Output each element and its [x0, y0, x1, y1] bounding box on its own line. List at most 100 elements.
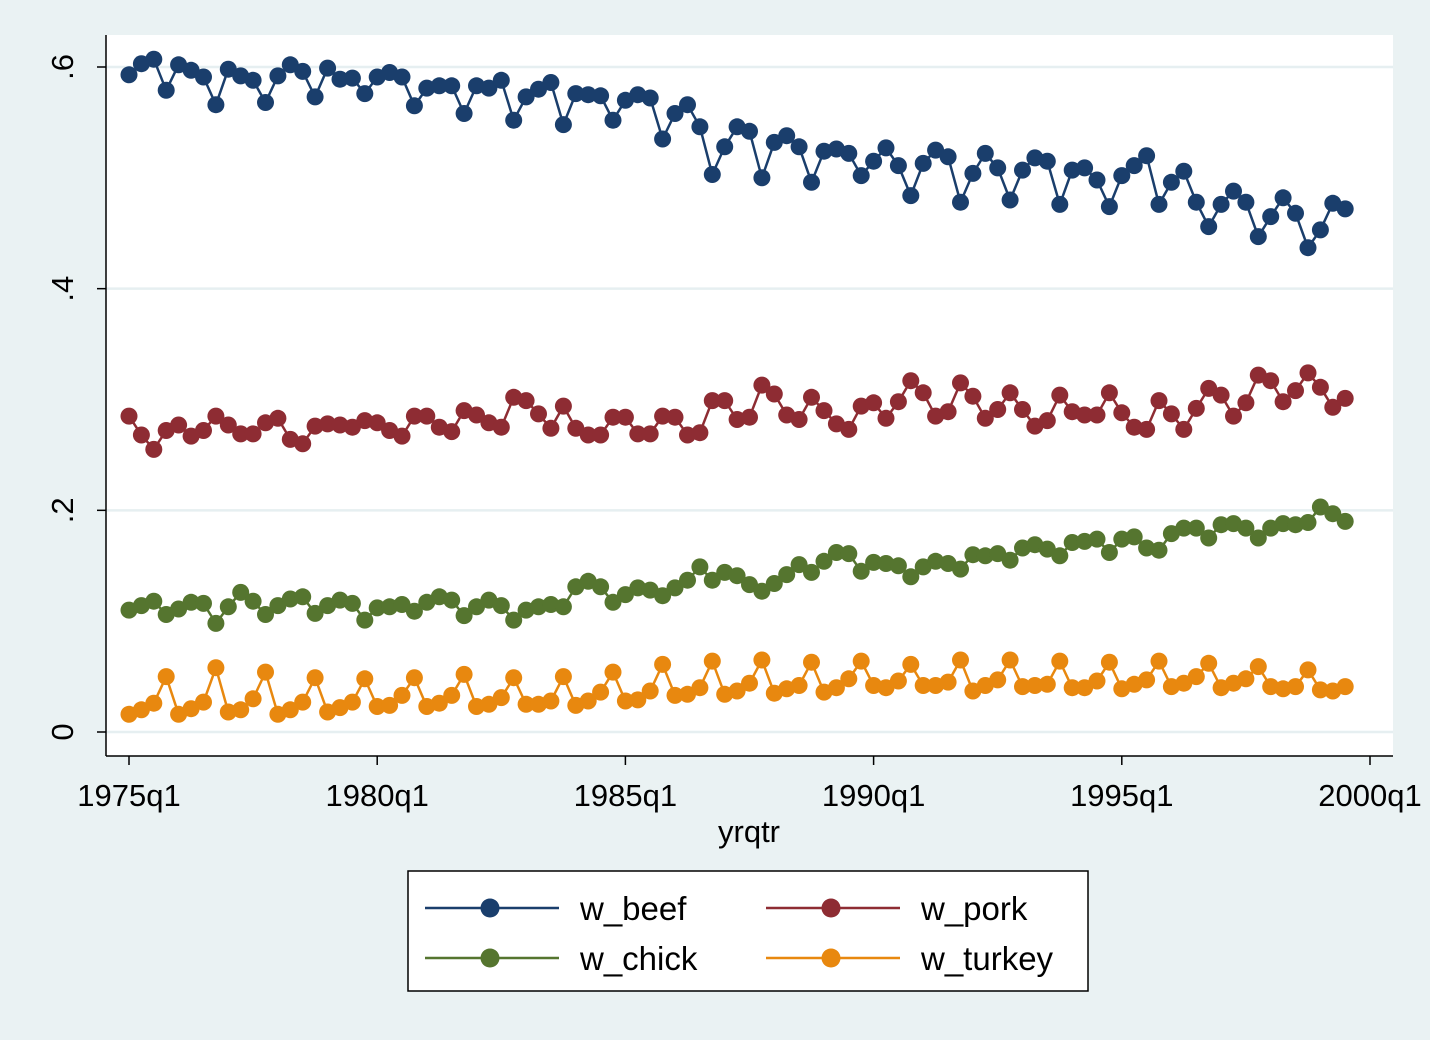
x-tick-label: 1980q1: [325, 778, 428, 813]
data-point: [641, 682, 659, 700]
data-point: [554, 397, 572, 415]
data-point: [604, 408, 622, 426]
data-point: [1187, 193, 1205, 211]
data-point: [1088, 672, 1106, 690]
data-point: [691, 118, 709, 136]
data-point: [1150, 652, 1168, 670]
data-point: [604, 663, 622, 681]
data-point: [455, 607, 473, 625]
data-point: [914, 154, 932, 172]
data-point: [1237, 519, 1255, 537]
data-point: [145, 694, 163, 712]
data-point: [505, 611, 523, 629]
data-point: [889, 157, 907, 175]
data-point: [840, 545, 858, 563]
data-point: [1088, 406, 1106, 424]
data-point: [1299, 514, 1317, 531]
data-point: [1138, 147, 1156, 165]
data-point: [641, 425, 659, 443]
y-tick-label: .2: [45, 497, 80, 523]
data-point: [852, 562, 870, 580]
data-point: [592, 578, 610, 596]
data-point: [927, 141, 945, 159]
y-tick-label: 0: [45, 723, 80, 740]
data-point: [480, 695, 498, 713]
data-point: [1088, 171, 1106, 189]
data-point: [914, 677, 932, 694]
data-point: [170, 600, 188, 618]
data-point: [716, 138, 734, 156]
data-point: [1162, 173, 1180, 191]
data-point: [765, 385, 783, 403]
data-point: [827, 679, 845, 697]
data-point: [827, 544, 845, 561]
data-point: [281, 701, 299, 719]
data-point: [195, 594, 212, 612]
data-point: [902, 568, 920, 586]
data-point: [145, 592, 163, 610]
data-point: [592, 426, 610, 444]
legend-label: w_turkey: [920, 940, 1054, 977]
data-point: [269, 67, 287, 85]
data-point: [865, 394, 883, 412]
data-point: [691, 558, 709, 576]
data-point: [306, 669, 324, 687]
data-point: [1014, 678, 1031, 696]
data-point: [1076, 159, 1094, 177]
data-point: [1262, 372, 1280, 390]
data-point: [505, 111, 523, 129]
data-point: [902, 187, 920, 205]
data-point: [244, 425, 262, 443]
data-point: [567, 419, 585, 437]
x-tick-label: 1975q1: [77, 778, 180, 813]
data-point: [592, 87, 610, 105]
data-point: [1150, 195, 1168, 213]
data-point: [753, 651, 771, 669]
data-point: [865, 553, 883, 571]
data-point: [877, 139, 895, 157]
legend-item-w_pork: w_pork: [766, 890, 1028, 927]
data-point: [1125, 528, 1143, 546]
data-point: [964, 164, 982, 182]
data-point: [232, 425, 250, 443]
data-point: [1336, 512, 1354, 530]
data-point: [157, 668, 175, 686]
data-point: [1100, 653, 1118, 671]
data-point: [1287, 204, 1304, 222]
data-point: [1212, 195, 1230, 213]
data-point: [753, 582, 771, 600]
data-point: [1100, 384, 1118, 402]
data-point: [1076, 679, 1094, 697]
legend-label: w_chick: [579, 940, 698, 977]
data-point: [803, 173, 820, 191]
data-point: [368, 599, 386, 617]
data-point: [1150, 541, 1168, 559]
data-point: [741, 674, 758, 692]
data-point: [852, 167, 870, 185]
data-point: [604, 111, 622, 129]
data-point: [455, 105, 473, 122]
data-point: [790, 556, 808, 574]
data-point: [393, 596, 411, 613]
data-point: [654, 655, 672, 673]
data-point: [803, 653, 820, 671]
data-point: [405, 669, 423, 687]
data-point: [1175, 519, 1193, 537]
data-point: [741, 408, 758, 426]
data-point: [654, 130, 672, 148]
data-point: [1138, 420, 1156, 438]
data-point: [542, 419, 560, 437]
data-point: [666, 105, 684, 122]
data-point: [666, 408, 684, 426]
data-point: [728, 567, 746, 585]
data-point: [778, 566, 796, 584]
series-w_pork: [120, 364, 1354, 458]
data-point: [195, 68, 212, 86]
data-point: [1299, 239, 1317, 257]
data-point: [157, 81, 175, 99]
data-point: [679, 96, 696, 114]
data-point: [1175, 674, 1193, 692]
data-point: [1225, 182, 1242, 200]
x-tick-label: 1985q1: [574, 778, 677, 813]
